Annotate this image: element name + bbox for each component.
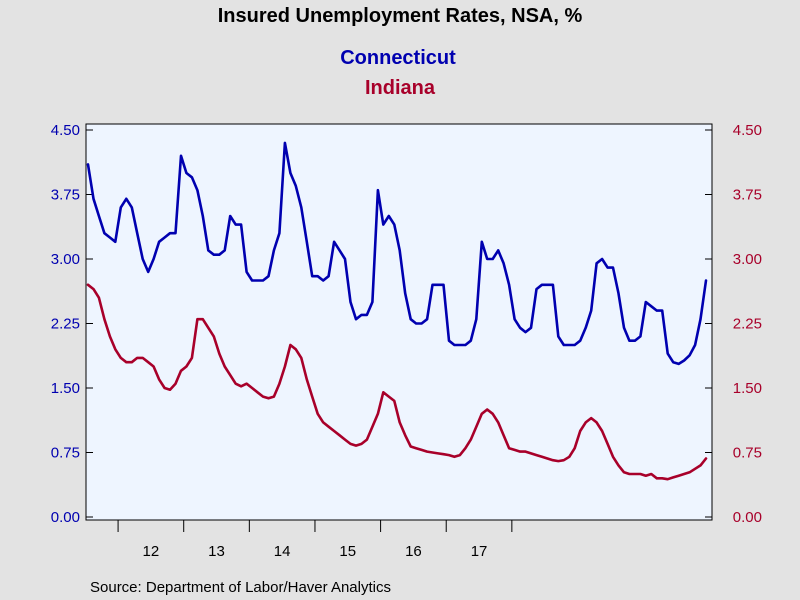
right-tick-label: 1.50 bbox=[733, 380, 762, 397]
series-title-indiana: Indiana bbox=[365, 77, 436, 99]
chart-title: Insured Unemployment Rates, NSA, % bbox=[218, 5, 583, 27]
left-tick-label: 4.50 bbox=[51, 122, 80, 139]
x-tick-label: 17 bbox=[471, 543, 488, 560]
x-tick-label: 16 bbox=[405, 543, 422, 560]
right-tick-label: 3.75 bbox=[733, 187, 762, 204]
left-axis: 0.00 0.75 1.50 2.25 3.00 3.75 4.50 bbox=[51, 122, 93, 526]
x-tick-label: 14 bbox=[274, 543, 291, 560]
right-tick-label: 0.00 bbox=[733, 509, 762, 526]
left-tick-label: 3.00 bbox=[51, 251, 80, 268]
left-tick-label: 0.75 bbox=[51, 445, 80, 462]
right-tick-label: 4.50 bbox=[733, 122, 762, 139]
right-tick-label: 0.75 bbox=[733, 445, 762, 462]
series-lines bbox=[86, 141, 708, 481]
series-title-connecticut: Connecticut bbox=[340, 47, 456, 69]
series-line-connecticut bbox=[86, 141, 708, 366]
source-note: Source: Department of Labor/Haver Analyt… bbox=[90, 579, 391, 596]
right-tick-label: 2.25 bbox=[733, 316, 762, 333]
x-tick-label: 15 bbox=[339, 543, 356, 560]
left-tick-label: 2.25 bbox=[51, 316, 80, 333]
right-axis: 0.00 0.75 1.50 2.25 3.00 3.75 4.50 bbox=[705, 122, 762, 526]
series-line-indiana bbox=[86, 283, 708, 481]
left-tick-label: 3.75 bbox=[51, 187, 80, 204]
x-tick-label: 13 bbox=[208, 543, 225, 560]
x-axis: 12 13 14 15 16 17 bbox=[117, 520, 513, 560]
left-tick-label: 0.00 bbox=[51, 509, 80, 526]
plot-area bbox=[85, 123, 713, 521]
x-tick-label: 12 bbox=[143, 543, 160, 560]
left-tick-label: 1.50 bbox=[51, 380, 80, 397]
right-tick-label: 3.00 bbox=[733, 251, 762, 268]
